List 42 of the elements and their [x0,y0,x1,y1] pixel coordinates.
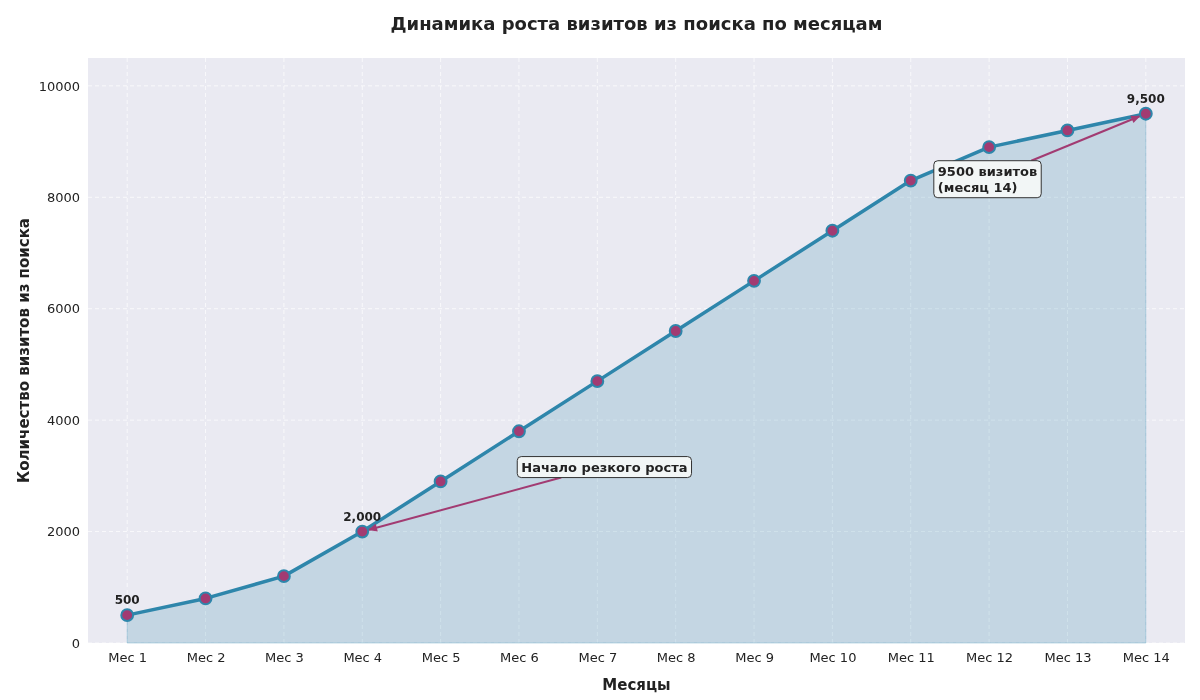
point [590,374,605,389]
point [747,273,761,288]
annotation: Начало резкого роста [521,459,688,475]
x-tick-label: Mec 13 [1044,650,1092,666]
point [433,474,448,489]
x-tick-label: Mec 9 [735,650,774,666]
x-tick-label: Mec 5 [421,650,461,666]
point [1138,106,1153,121]
x-tick-label: Mec 6 [500,650,539,666]
point [903,173,918,188]
chart-title: Динамика роста визитов из поиска по месяцам [390,13,883,34]
y-tick-label: 6000 [46,301,80,317]
point [1060,123,1075,138]
point [825,223,840,238]
y-tick-label: 4000 [46,412,80,428]
point [276,569,291,584]
y-tick-label: 0 [71,635,80,651]
x-axis-title: Месяцы [602,676,671,694]
x-tick-label: Mec 14 [1122,650,1170,666]
x-tick-label: Mec 8 [656,650,696,666]
data-label: 500 [114,593,140,608]
x-tick-label: Mec 4 [343,650,383,666]
point [668,324,683,338]
annotation: 9500 визитов (месяц 14) [937,163,1038,195]
point [982,140,997,155]
point [198,591,213,606]
point [120,608,135,623]
x-tick-label: Mec 10 [809,650,857,666]
y-tick-label: 8000 [46,189,80,205]
x-tick-label: Mec 3 [265,650,304,666]
x-tick-label: Mec 1 [108,650,148,666]
y-tick-label: 10000 [38,78,80,94]
point [355,524,370,539]
point [512,424,526,439]
data-label: 9,500 [1126,91,1165,106]
x-tick-label: Mec 11 [887,650,935,666]
y-axis-title: Количество визитов из поиска [15,218,33,483]
x-tick-label: Mec 2 [186,650,226,666]
y-tick-label: 2000 [46,524,80,540]
x-tick-label: Mec 7 [578,650,618,666]
x-tick-label: Mec 12 [966,650,1014,666]
data-label: 2,000 [343,509,382,524]
